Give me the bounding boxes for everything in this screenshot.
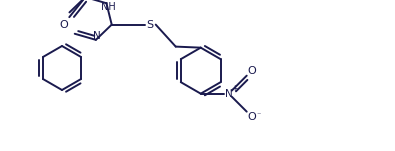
Text: O: O: [59, 20, 68, 30]
Text: +: +: [231, 84, 238, 93]
Text: N: N: [225, 89, 233, 99]
Text: O: O: [247, 112, 256, 122]
Text: O: O: [247, 66, 256, 76]
Text: N: N: [93, 31, 101, 41]
Text: NH: NH: [101, 2, 116, 12]
Text: ⁻: ⁻: [256, 110, 261, 119]
Text: S: S: [146, 20, 153, 30]
